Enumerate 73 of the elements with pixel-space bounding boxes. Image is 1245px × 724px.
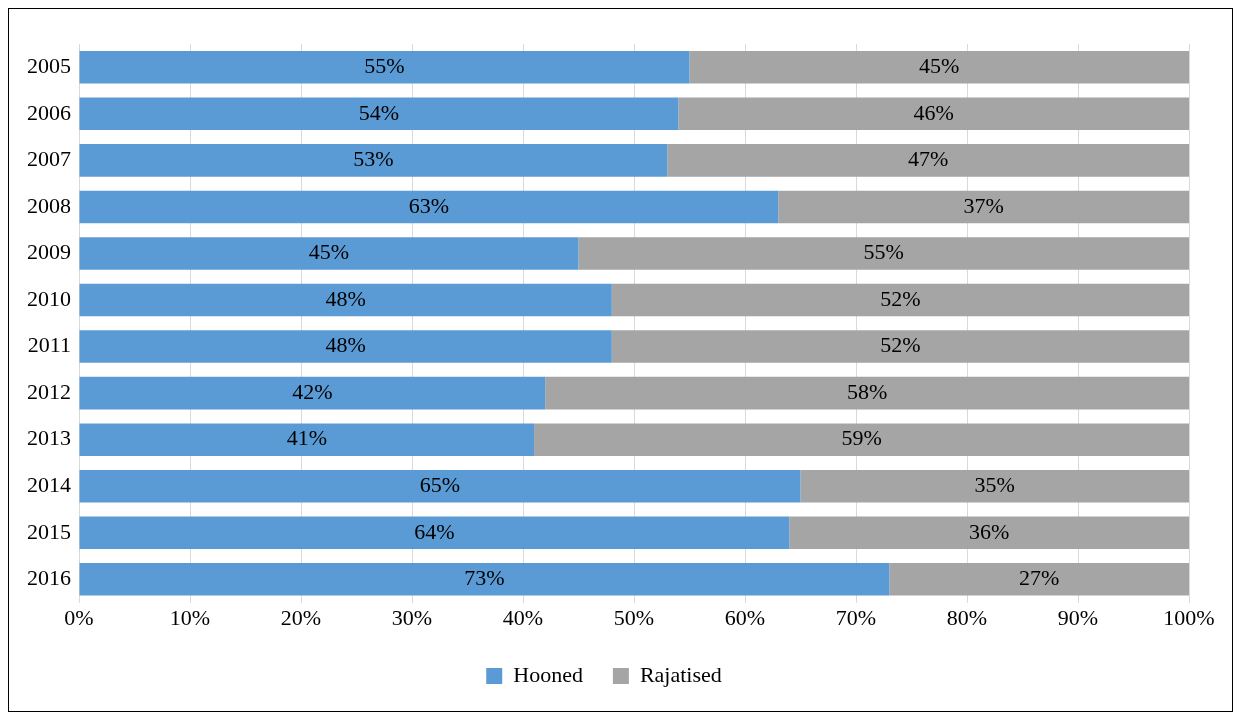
- bar: [578, 237, 1189, 270]
- data-label: 45%: [308, 239, 350, 265]
- legend-label: Rajatised: [639, 661, 722, 687]
- bar: [534, 423, 1189, 456]
- bar: [79, 283, 612, 317]
- data-label: 36%: [969, 518, 1010, 544]
- data-label: 27%: [1018, 565, 1060, 591]
- data-label: 35%: [974, 472, 1015, 498]
- bar: [79, 469, 801, 503]
- bar: [79, 50, 690, 84]
- bar: [79, 144, 668, 177]
- x-tick-label: 30%: [391, 604, 433, 630]
- y-tick-label: 2005: [27, 53, 71, 79]
- x-tick-label: 0%: [64, 604, 94, 630]
- data-label: 53%: [353, 146, 394, 172]
- data-label: 42%: [292, 378, 333, 404]
- data-label: 59%: [841, 425, 882, 451]
- x-tick-label: 20%: [280, 604, 322, 630]
- bar: [667, 144, 1189, 177]
- bar: [79, 516, 790, 550]
- data-label: 55%: [863, 239, 904, 265]
- legend-label: Hooned: [513, 661, 583, 687]
- x-tick-label: 50%: [613, 604, 655, 630]
- y-tick-label: 2006: [27, 99, 71, 125]
- data-label: 73%: [464, 565, 505, 591]
- y-tick-label: 2007: [27, 146, 71, 172]
- y-tick-label: 2015: [27, 518, 71, 544]
- data-label: 37%: [963, 192, 1004, 218]
- bar: [678, 97, 1189, 131]
- bar: [79, 330, 612, 363]
- y-tick-label: 2012: [27, 378, 71, 404]
- y-tick-label: 2014: [27, 472, 71, 498]
- data-label: 48%: [325, 332, 366, 358]
- data-label: 52%: [880, 332, 921, 358]
- bar: [778, 190, 1189, 224]
- y-tick-label: 2013: [27, 425, 71, 451]
- data-label: 58%: [846, 378, 888, 404]
- data-label: 41%: [286, 425, 327, 451]
- data-label: 45%: [919, 53, 960, 79]
- data-label: 55%: [364, 53, 405, 79]
- bar: [79, 190, 779, 224]
- y-tick-label: 2008: [27, 192, 71, 218]
- bar: [611, 283, 1189, 317]
- bar: [889, 563, 1189, 596]
- bar: [79, 237, 579, 270]
- bar: [79, 423, 535, 456]
- bar: [689, 50, 1189, 84]
- y-tick-label: 2011: [27, 332, 71, 358]
- bar: [79, 97, 679, 131]
- x-tick-label: 60%: [724, 604, 766, 630]
- x-tick-label: 100%: [1163, 604, 1215, 630]
- bar: [79, 376, 546, 410]
- x-tick-label: 80%: [946, 604, 988, 630]
- bar: [789, 516, 1189, 550]
- bar: [545, 376, 1189, 410]
- y-tick-label: 2016: [27, 565, 71, 591]
- data-label: 46%: [913, 99, 954, 125]
- x-tick-label: 90%: [1057, 604, 1099, 630]
- x-tick-label: 10%: [169, 604, 211, 630]
- data-label: 64%: [414, 518, 455, 544]
- y-tick-label: 2010: [27, 285, 71, 311]
- data-label: 52%: [880, 285, 921, 311]
- x-tick-label: 40%: [502, 604, 544, 630]
- y-tick-label: 2009: [27, 239, 71, 265]
- data-label: 63%: [408, 192, 450, 218]
- bar: [611, 330, 1189, 363]
- data-label: 48%: [325, 285, 366, 311]
- x-tick-label: 70%: [835, 604, 877, 630]
- bar: [79, 563, 890, 596]
- data-label: 47%: [907, 146, 949, 172]
- data-label: 65%: [419, 472, 461, 498]
- data-label: 54%: [358, 99, 400, 125]
- bar: [800, 469, 1189, 503]
